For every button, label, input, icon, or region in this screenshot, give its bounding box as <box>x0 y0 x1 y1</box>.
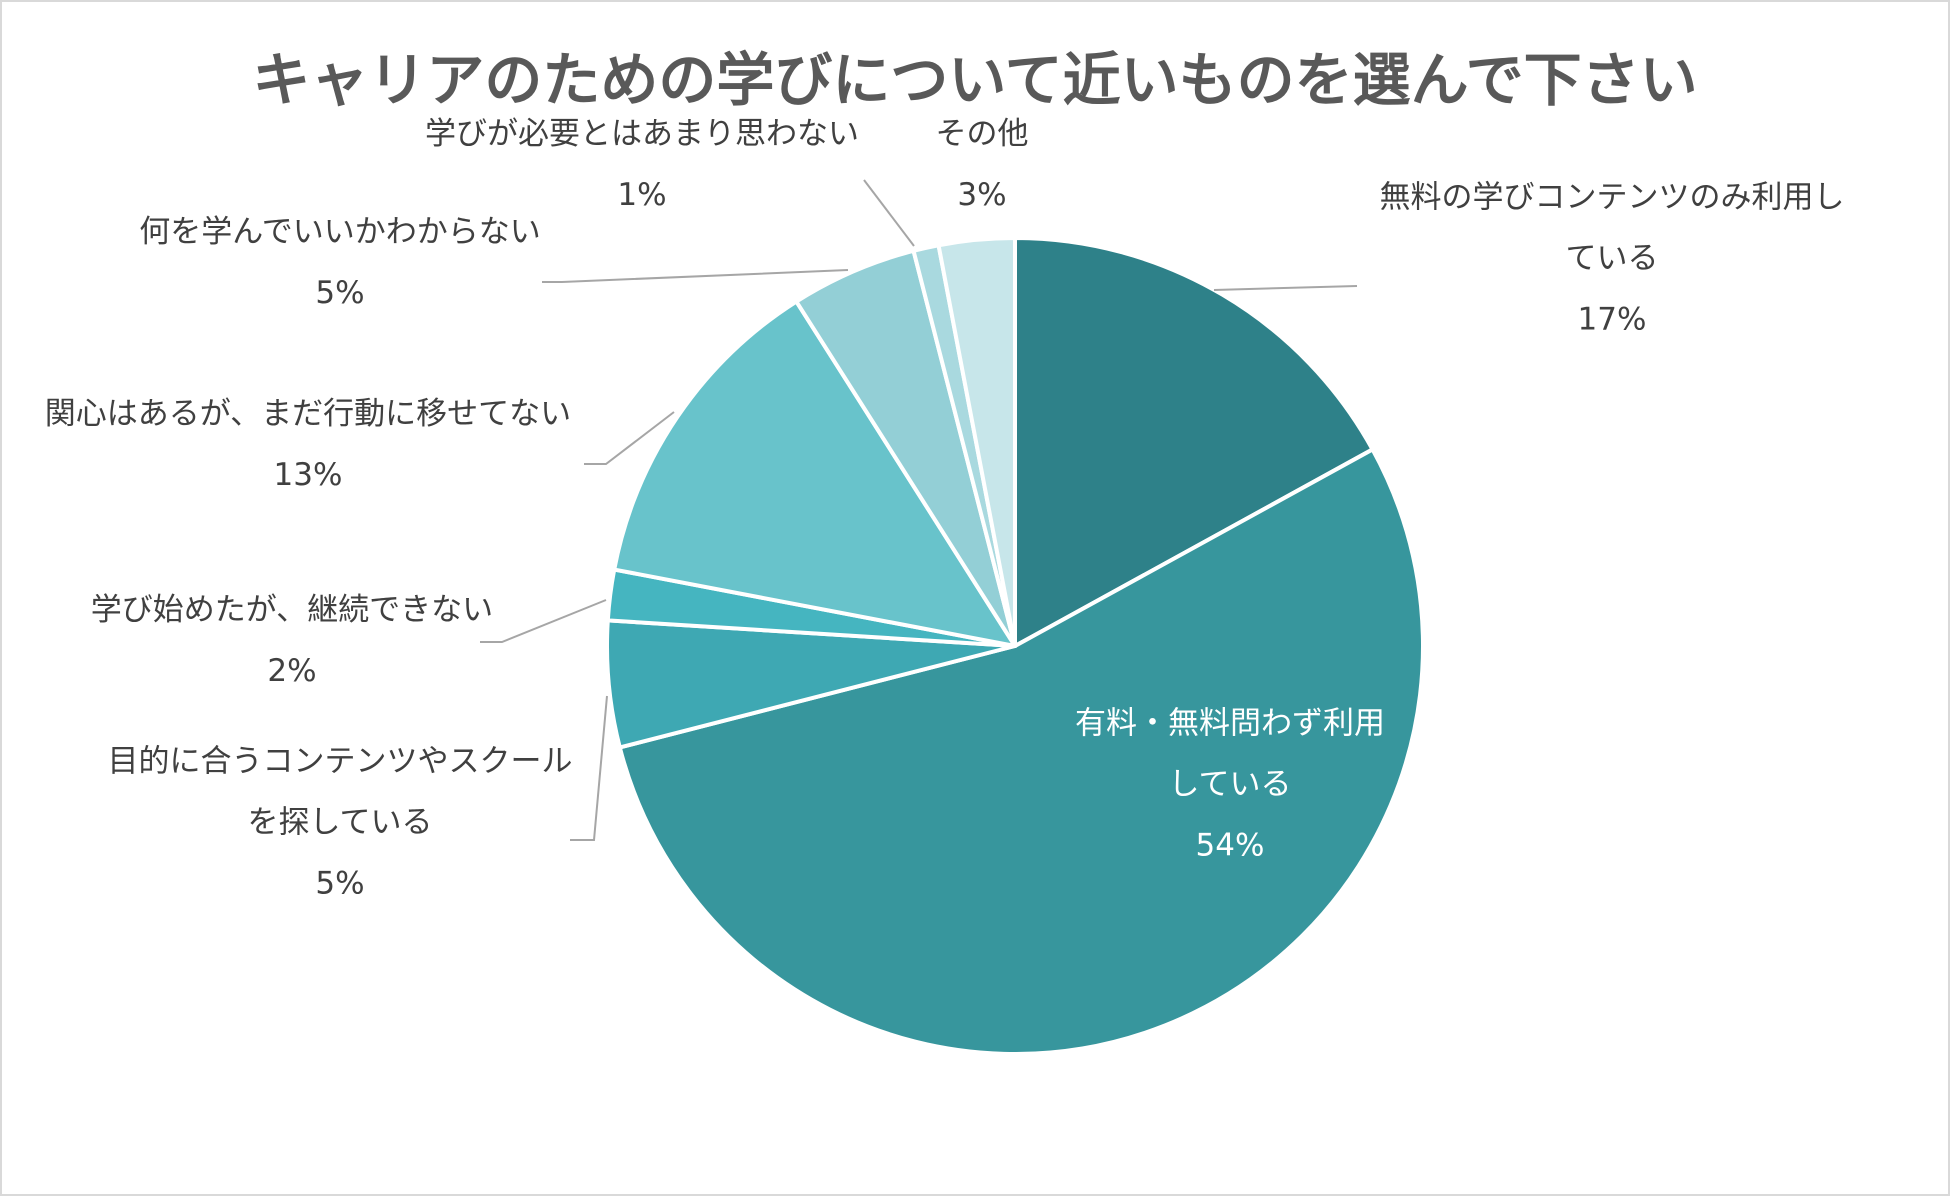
slice-label-1: 無料の学びコンテンツのみ利用している 17% <box>1380 180 1845 338</box>
pie-slice-8 <box>936 236 1017 648</box>
slice-percent-7: 1% <box>617 177 666 213</box>
slice-label-line: ている <box>1566 241 1659 277</box>
pie-slice-5 <box>612 299 1017 648</box>
pie-slice-1 <box>1013 236 1375 648</box>
chart-title: キャリアのための学びについて近いものを選んで下さい <box>252 46 1698 114</box>
slice-label-4: 学び始めたが、継続できない 2% <box>91 592 493 689</box>
slice-label-3: 目的に合うコンテンツやスクールを探している 5% <box>108 744 573 902</box>
slice-label-7: 学びが必要とはあまり思わない 1% <box>425 116 859 213</box>
slice-label-line: 学びが必要とはあまり思わない <box>425 116 859 152</box>
slice-label-line: を探している <box>247 805 432 841</box>
slice-percent-2: 54% <box>1196 828 1265 864</box>
slice-label-6: 何を学んでいいかわからない 5% <box>139 214 540 311</box>
leader-line-5 <box>584 411 675 465</box>
slice-label-line: 何を学んでいいかわからない <box>139 214 540 250</box>
slice-label-line: 学び始めたが、継続できない <box>91 592 493 628</box>
pie-slice-2 <box>617 447 1425 1056</box>
slice-label-line: 有料・無料問わず利用 <box>1075 706 1385 742</box>
leader-line-6 <box>542 269 849 283</box>
slice-percent-4: 2% <box>267 653 316 689</box>
slice-percent-5: 13% <box>274 457 343 493</box>
leader-line-7 <box>863 179 915 247</box>
leader-line-3 <box>570 695 608 841</box>
slice-label-line: している <box>1168 767 1291 803</box>
slice-percent-8: 3% <box>957 177 1006 213</box>
slice-percent-1: 17% <box>1578 302 1647 338</box>
slice-label-5: 関心はあるが、まだ行動に移せてない 13% <box>45 396 571 493</box>
slice-percent-6: 5% <box>315 275 364 311</box>
slice-percent-3: 5% <box>315 866 364 902</box>
slice-label-line: 関心はあるが、まだ行動に移せてない <box>45 396 571 432</box>
leader-line-4 <box>480 599 607 643</box>
slice-label-line: 目的に合うコンテンツやスクール <box>108 744 573 780</box>
leader-line-1 <box>1213 285 1358 291</box>
slice-label-2: 有料・無料問わず利用している 54% <box>1075 706 1385 864</box>
slice-label-line: その他 <box>936 116 1029 152</box>
slice-label-line: 無料の学びコンテンツのみ利用し <box>1380 180 1845 216</box>
slice-label-8: その他 3% <box>936 116 1029 213</box>
